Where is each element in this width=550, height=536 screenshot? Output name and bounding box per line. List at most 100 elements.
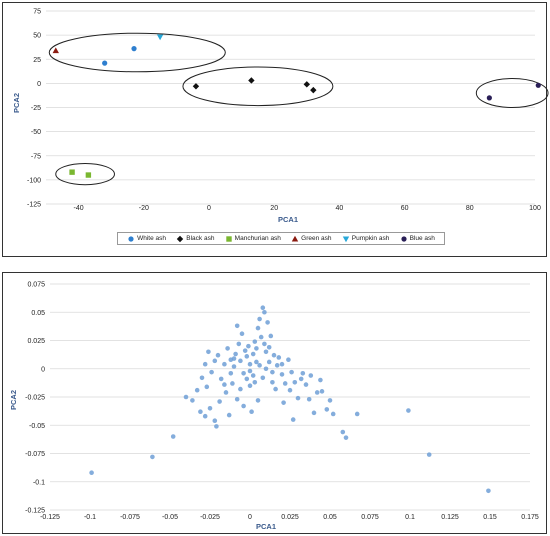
legend-item-pumpkin-ash: Pumpkin ash — [342, 235, 390, 243]
data-point — [234, 323, 240, 329]
chart1-x-tick-label: 60 — [401, 205, 409, 212]
chart2-y-tick-label: 0 — [41, 366, 45, 373]
data-point — [354, 411, 360, 417]
data-point — [183, 394, 189, 400]
data-point — [314, 390, 320, 395]
chart2-y-tick-label: 0.075 — [27, 282, 45, 289]
chart2-x-tick-label: 0.075 — [361, 514, 379, 521]
chart2-y-tick-label: 0.05 — [31, 310, 45, 317]
data-point — [279, 372, 285, 377]
data-point-blue-ash — [535, 82, 541, 88]
data-point — [340, 429, 346, 435]
data-point — [228, 357, 234, 363]
legend-label: Black ash — [186, 235, 215, 242]
data-point — [270, 369, 275, 375]
data-point-green-ash — [52, 47, 59, 54]
legend-label: White ash — [137, 235, 167, 242]
legend-label: Green ash — [301, 235, 332, 242]
data-point — [303, 382, 309, 387]
data-point-black-ash — [310, 86, 317, 94]
data-point — [298, 376, 304, 382]
data-point — [311, 410, 317, 416]
chart2-x-tick-label: 0.05 — [323, 514, 337, 521]
data-point — [286, 357, 291, 363]
data-point — [150, 454, 155, 460]
chart2-x-tick-label: -0.125 — [40, 514, 60, 521]
data-point-blue-ash — [486, 95, 492, 101]
data-point — [327, 398, 333, 403]
data-point — [260, 305, 266, 311]
chart1-x-tick-label: -40 — [74, 205, 84, 212]
data-point — [241, 403, 246, 409]
chart2-y-tick-label: -0.1 — [33, 479, 45, 486]
data-point — [199, 375, 205, 381]
data-point — [215, 352, 221, 358]
legend-item-blue-ash: Blue ash — [400, 235, 435, 242]
data-point — [206, 349, 211, 355]
data-point — [289, 369, 294, 375]
chart-panel-top — [2, 2, 547, 257]
cluster-ellipse — [182, 66, 334, 107]
data-point — [265, 320, 270, 325]
chart2-x-tick-label: -0.1 — [84, 514, 96, 521]
data-point — [222, 382, 227, 387]
data-point — [262, 309, 267, 315]
chart2-x-tick-label: 0.15 — [483, 514, 497, 521]
chart2-x-tick-label: -0.075 — [120, 514, 140, 521]
data-point — [318, 377, 323, 383]
data-point — [271, 352, 277, 358]
data-point-manchurian-ash — [85, 172, 92, 178]
data-point — [249, 409, 254, 414]
chart-panel-bottom — [2, 272, 547, 534]
legend-label: Manchurian ash — [234, 235, 281, 242]
data-point — [324, 407, 330, 412]
chart2-x-tick-label: 0 — [248, 514, 252, 521]
data-point — [239, 331, 245, 337]
data-point — [260, 375, 266, 381]
data-point — [244, 376, 250, 382]
data-point — [228, 370, 234, 376]
data-point — [258, 334, 264, 340]
chart2-x-tick-label: 0.125 — [441, 514, 459, 521]
data-point — [263, 349, 269, 355]
legend-marker-white-ash — [128, 236, 134, 242]
chart1-y-tick-label: -50 — [31, 129, 41, 136]
data-point — [252, 339, 258, 344]
chart1-y-tick-label: -75 — [31, 153, 41, 160]
data-point — [223, 390, 229, 395]
data-point — [212, 358, 218, 364]
chart1-y-tick-label: -25 — [31, 105, 41, 112]
data-point — [209, 369, 214, 375]
data-point — [257, 316, 262, 322]
chart2-x-axis-title: PCA1 — [256, 522, 276, 531]
data-point — [308, 373, 314, 378]
data-point — [207, 406, 213, 411]
data-point — [406, 408, 411, 413]
chart-ash-species-pca: 75 50 25 0 -25 -50 -75 -100 -125 -40 -20 0 20 40 60 80 1… — [12, 9, 549, 224]
legend-label: Pumpkin ash — [351, 235, 390, 242]
data-point — [266, 359, 272, 365]
data-point — [319, 389, 325, 394]
chart1-y-tick-label: -100 — [27, 177, 41, 184]
data-point — [262, 341, 267, 347]
chart1-x-tick-label: 20 — [270, 205, 278, 212]
data-point-pumpkin-ash — [156, 34, 164, 41]
legend-item-manchurian-ash: Manchurian ash — [225, 235, 281, 242]
data-point — [222, 361, 227, 367]
legend-marker-blue-ash — [400, 236, 407, 242]
data-point — [238, 386, 243, 392]
data-point — [292, 380, 298, 385]
data-point — [266, 344, 272, 350]
data-point — [170, 434, 176, 439]
data-point — [486, 488, 491, 494]
data-point — [306, 396, 312, 402]
data-point — [290, 417, 296, 422]
data-point — [194, 387, 200, 393]
data-point — [247, 368, 253, 374]
data-point — [246, 343, 251, 349]
chart2-y-axis-title: PCA2 — [9, 390, 18, 410]
data-point — [214, 424, 219, 429]
legend-item-black-ash: Black ash — [176, 235, 215, 243]
data-point — [255, 398, 261, 403]
